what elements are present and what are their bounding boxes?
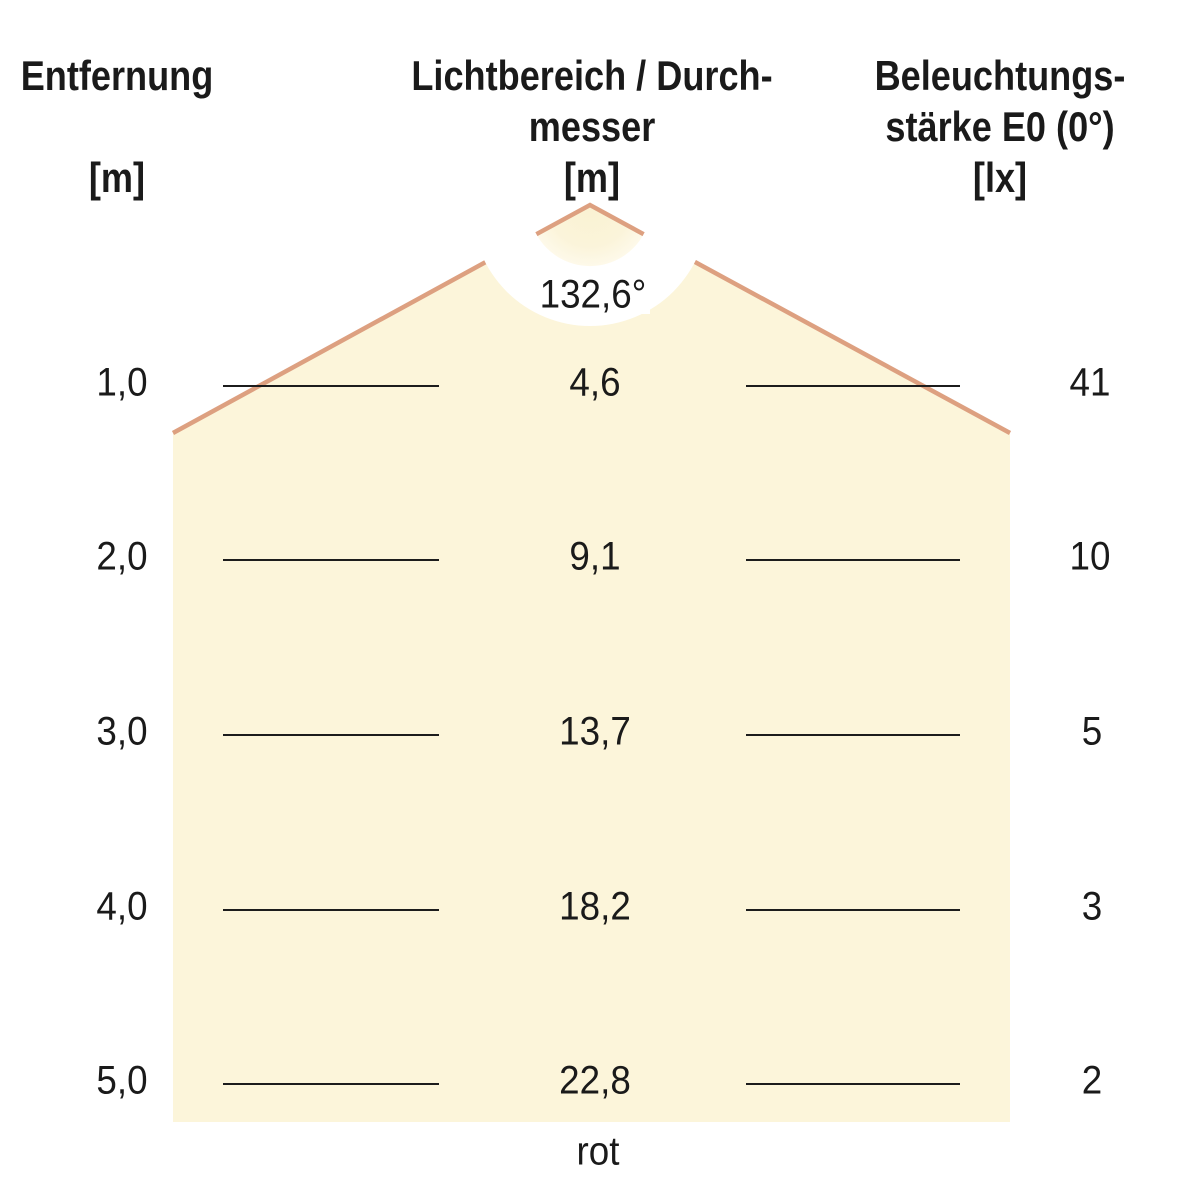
- diameter-value-4: 18,2: [559, 884, 631, 929]
- beam-angle-label-mask: [538, 276, 650, 314]
- diameter-value-2: 9,1: [569, 534, 621, 579]
- distance-value-4: 4,0: [96, 884, 148, 929]
- beam-angle-label: 132,6°: [539, 272, 647, 317]
- illuminance-value-3: 5: [1081, 709, 1103, 754]
- diameter-value-3: 13,7: [559, 709, 631, 754]
- illuminance-value-4: 3: [1081, 884, 1103, 929]
- cone-fill: [173, 205, 1010, 1122]
- distance-value-2: 2,0: [96, 534, 148, 579]
- diameter-value-5: 22,8: [559, 1058, 631, 1103]
- illuminance-value-5: 2: [1081, 1058, 1103, 1103]
- illuminance-value-1: 41: [1069, 360, 1111, 405]
- col-header-illuminance-line2: stärke E0 (0°): [885, 103, 1115, 150]
- beam-color-label: rot: [576, 1129, 620, 1174]
- beam-wedge-edges: [535, 202, 645, 237]
- col-header-diameter-unit: [m]: [563, 154, 621, 201]
- diameter-value-1: 4,6: [569, 360, 621, 405]
- illuminance-value-2: 10: [1069, 534, 1111, 579]
- col-header-diameter-line2: messer: [528, 103, 656, 150]
- col-header-diameter-line1: Lichtbereich / Durch-: [411, 52, 773, 99]
- distance-value-3: 3,0: [96, 709, 148, 754]
- col-header-illuminance-unit: [lx]: [972, 154, 1028, 201]
- distance-value-5: 5,0: [96, 1058, 148, 1103]
- col-header-distance-line1: Entfernung: [20, 52, 214, 99]
- col-header-illuminance-line1: Beleuchtungs-: [874, 52, 1126, 99]
- col-header-distance-unit: [m]: [88, 154, 146, 201]
- distance-value-1: 1,0: [96, 360, 148, 405]
